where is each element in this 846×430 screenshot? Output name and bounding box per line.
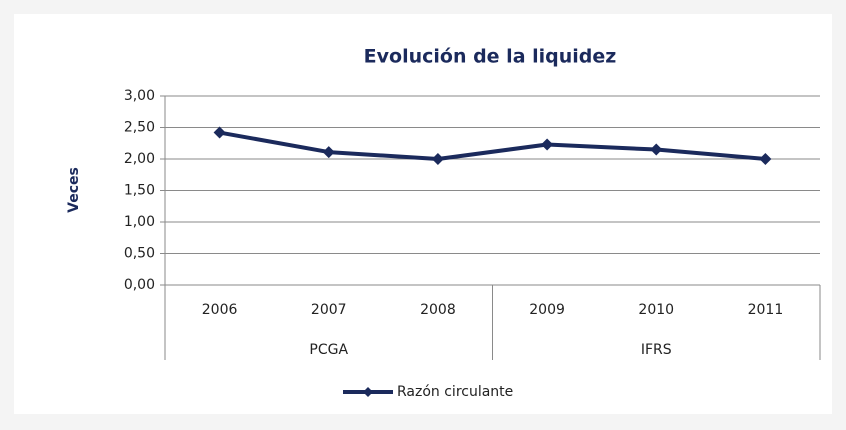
legend-marker <box>363 387 373 397</box>
x-tick-label: 2006 <box>202 302 238 318</box>
series-line <box>219 130 766 161</box>
x-tick-label: 2008 <box>420 302 456 318</box>
y-tick-label: 0,50 <box>124 246 155 262</box>
point-marker <box>759 153 772 165</box>
chart-title: Evolución de la liquidez <box>364 46 617 68</box>
group-label: PCGA <box>309 342 348 358</box>
x-tick-label: 2009 <box>529 302 565 318</box>
point-marker <box>431 153 444 165</box>
point-marker <box>322 146 335 159</box>
chart-area <box>14 14 832 414</box>
y-tick-label: 2,00 <box>124 151 155 167</box>
y-tick-label: 1,00 <box>124 214 155 230</box>
y-tick-label: 0,00 <box>124 277 155 293</box>
y-tick-label: 1,50 <box>124 183 155 199</box>
y-tick-label: 3,00 <box>124 88 155 104</box>
y-tick-label: 2,50 <box>124 120 155 136</box>
group-label: IFRS <box>641 342 672 358</box>
point-marker <box>541 138 554 151</box>
point-marker <box>650 143 663 156</box>
point-marker <box>213 126 226 139</box>
legend-label: Razón circulante <box>397 384 513 400</box>
y-axis-label: Veces <box>66 167 82 213</box>
x-tick-label: 2011 <box>748 302 784 318</box>
x-tick-label: 2010 <box>638 302 674 318</box>
x-tick-label: 2007 <box>311 302 347 318</box>
